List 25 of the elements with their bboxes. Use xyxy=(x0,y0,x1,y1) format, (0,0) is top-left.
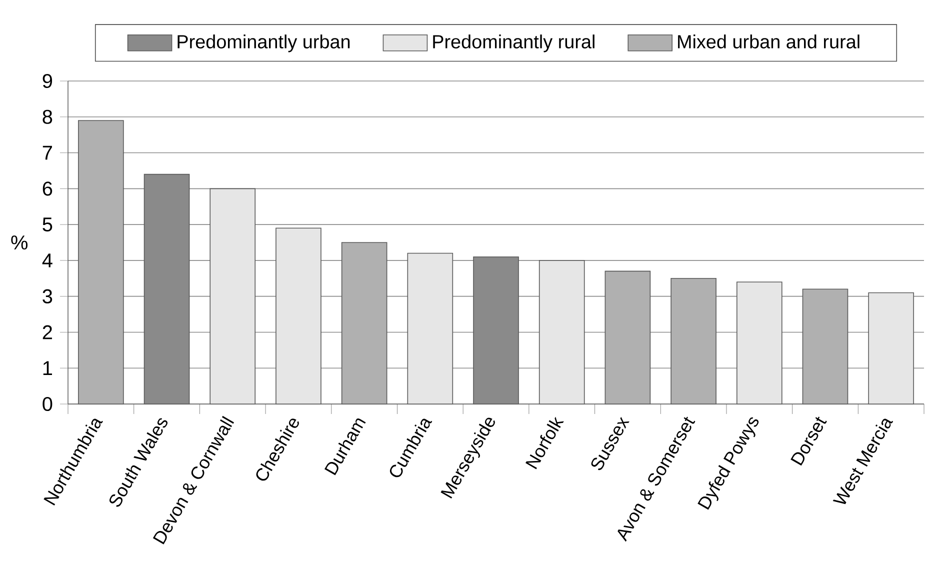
bar xyxy=(78,120,124,404)
y-tick-label: 5 xyxy=(42,218,52,232)
y-tick-label: 3 xyxy=(42,289,52,304)
bar xyxy=(407,252,454,404)
bar xyxy=(670,278,716,404)
y-tick-label: 6 xyxy=(42,182,52,196)
legend-label: Mixed urban and rural xyxy=(678,34,860,48)
bar xyxy=(736,282,782,404)
y-tick-label: 8 xyxy=(42,110,52,124)
legend-label: Predominantly rural xyxy=(433,34,594,52)
bar xyxy=(276,228,322,404)
bar xyxy=(604,270,651,404)
y-tick-label: 4 xyxy=(42,254,52,268)
y-tick-label: 2 xyxy=(42,325,52,340)
legend-label: Predominantly urban xyxy=(178,34,350,52)
y-axis-title: % xyxy=(11,236,28,250)
bar xyxy=(538,260,585,404)
y-tick-label: 0 xyxy=(42,396,52,412)
bar xyxy=(868,292,914,404)
y-tick-label: 1 xyxy=(43,361,52,375)
y-tick-label: 9 xyxy=(42,74,52,88)
y-tick-label: 7 xyxy=(42,146,52,160)
bar xyxy=(341,242,388,404)
bar xyxy=(210,188,256,404)
bar xyxy=(802,288,848,404)
